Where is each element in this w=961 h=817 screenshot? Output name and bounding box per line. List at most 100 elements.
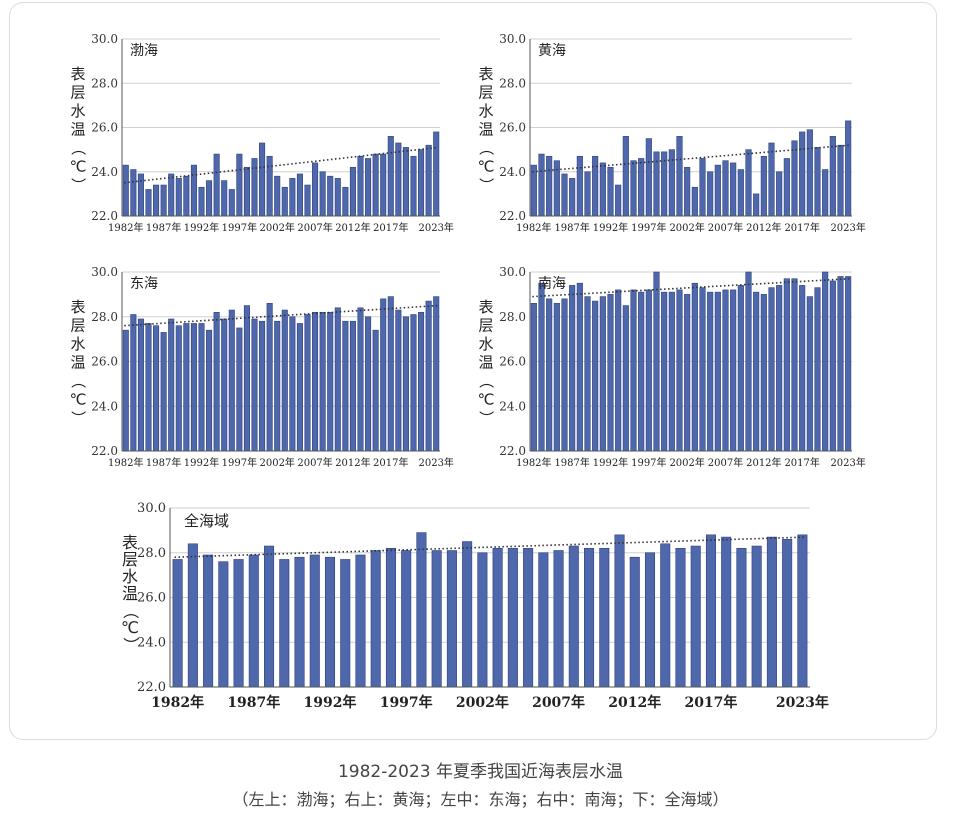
figure-caption: 1982-2023 年夏季我国近海表层水温 — [337, 762, 624, 782]
x-tick-label: 1987年 — [227, 694, 280, 711]
y-tick-label: 24.0 — [137, 635, 166, 650]
y-axis-label-char: 层 — [478, 84, 493, 102]
y-tick-label: 30.0 — [137, 501, 166, 516]
y-axis-label-char: 温 — [122, 584, 138, 603]
y-axis-label-char: 表 — [478, 298, 493, 316]
x-tick-label: 1997年 — [222, 221, 257, 234]
y-axis-label-char: ℃ — [70, 391, 87, 409]
bar-2000 — [446, 550, 457, 688]
bar-1991 — [309, 554, 320, 688]
x-tick-label: 2002年 — [669, 456, 704, 469]
x-tick-label: 1992年 — [184, 221, 219, 234]
y-axis-label-char: 层 — [122, 550, 138, 569]
y-tick-label: 30.0 — [499, 32, 526, 46]
bar-2018 — [721, 536, 732, 688]
y-axis-label-char: 表 — [478, 65, 493, 83]
y-tick-label: 22.0 — [91, 444, 118, 458]
bar-1986 — [233, 559, 244, 688]
bar-2012 — [629, 556, 640, 688]
bar-1998 — [416, 532, 427, 688]
y-tick-label: 24.0 — [499, 165, 526, 179]
bar-2008 — [568, 545, 579, 688]
bar-2001 — [462, 541, 473, 688]
y-axis-label-char: ℃ — [478, 158, 495, 176]
y-axis-label-char: （ — [69, 140, 87, 155]
bar-2014 — [660, 543, 671, 688]
y-tick-label: 24.0 — [91, 399, 118, 413]
y-tick-label: 26.0 — [91, 121, 118, 135]
y-tick-label: 28.0 — [91, 310, 118, 324]
y-axis-label-char: ℃ — [478, 391, 495, 409]
bar-2021 — [766, 536, 777, 688]
trend-line — [174, 536, 806, 559]
x-tick-label: 2017年 — [373, 221, 408, 234]
bar-1997 — [401, 550, 412, 688]
y-axis-label-char: ℃ — [121, 618, 139, 637]
y-axis-label-char: 温 — [478, 354, 493, 372]
chart-title: 东海 — [130, 276, 158, 292]
bar-2005 — [523, 547, 534, 688]
y-tick-label: 30.0 — [499, 265, 526, 279]
bar-2004 — [507, 547, 518, 688]
y-axis-label-char: 温 — [478, 121, 493, 139]
x-tick-label: 2007年 — [297, 456, 332, 469]
x-tick-label: 2007年 — [708, 221, 743, 234]
bar-1994 — [355, 554, 366, 688]
chart-nanhai: 22.0 24.0 26.0 28.0 30.0 1982年 1987年 1992年 1997年… — [477, 265, 866, 469]
x-tick-label: 2002年 — [259, 221, 294, 234]
x-tick-label: 2012年 — [335, 221, 370, 234]
bar-2007 — [553, 550, 564, 688]
y-axis-label-char: 表 — [70, 65, 85, 83]
bar-1989 — [279, 559, 290, 688]
y-tick-label: 22.0 — [91, 209, 118, 223]
bar-1999 — [431, 550, 442, 688]
y-axis-label-char: 层 — [70, 84, 85, 102]
x-tick-label: 2007年 — [532, 694, 585, 711]
y-axis-label-char: 水 — [70, 335, 85, 353]
y-tick-label: 26.0 — [91, 355, 118, 369]
chart-title: 全海域 — [184, 512, 229, 530]
y-tick-label: 30.0 — [91, 32, 118, 46]
bar-2013 — [644, 552, 656, 688]
y-tick-label: 22.0 — [499, 444, 526, 458]
trend-line — [124, 304, 438, 327]
bar-1990 — [294, 556, 305, 688]
x-tick-label: 1992年 — [184, 456, 219, 469]
x-tick-label: 2023年 — [418, 456, 453, 469]
chart-bohai: 22.0 24.0 26.0 28.0 30.0 1982年 1987年 1992年 1997年… — [0, 0, 961, 260]
bar-2022 — [782, 539, 793, 688]
bar-2006 — [538, 552, 549, 688]
y-tick-label: 28.0 — [91, 76, 118, 90]
x-tick-label: 1982年 — [516, 221, 551, 234]
y-tick-label: 26.0 — [499, 355, 526, 369]
x-tick-label: 1987年 — [554, 221, 589, 234]
bar-2003 — [492, 547, 503, 688]
bar-1987 — [248, 554, 259, 688]
bar-1982 — [172, 559, 183, 688]
bar-1995 — [370, 550, 381, 688]
chart-title: 黄海 — [538, 42, 566, 59]
x-tick-label: 2023年 — [830, 456, 865, 469]
y-tick-label: 22.0 — [137, 680, 166, 695]
x-tick-label: 2012年 — [608, 694, 661, 711]
y-axis-label-char: ） — [69, 177, 87, 192]
x-tick-label: 2023年 — [418, 221, 453, 234]
x-tick-label: 1997年 — [631, 221, 666, 234]
y-axis-label-char: 水 — [122, 567, 138, 586]
x-tick-label: 2012年 — [746, 221, 781, 234]
y-axis-label-char: 表 — [70, 298, 85, 316]
bar-2009 — [584, 547, 595, 688]
x-tick-label: 2023年 — [830, 221, 865, 234]
bar-2002 — [477, 552, 488, 688]
y-axis-label-char: （ — [477, 140, 495, 155]
chart-huanghai: 22.0 24.0 26.0 28.0 30.0 1982年 1987年 1992年 1997年… — [0, 0, 961, 260]
bar-2016 — [690, 545, 701, 688]
bar-1983 — [187, 543, 198, 688]
y-tick-label: 24.0 — [91, 165, 118, 179]
bar-1996 — [385, 547, 396, 688]
y-axis-label-char: 水 — [70, 102, 85, 120]
